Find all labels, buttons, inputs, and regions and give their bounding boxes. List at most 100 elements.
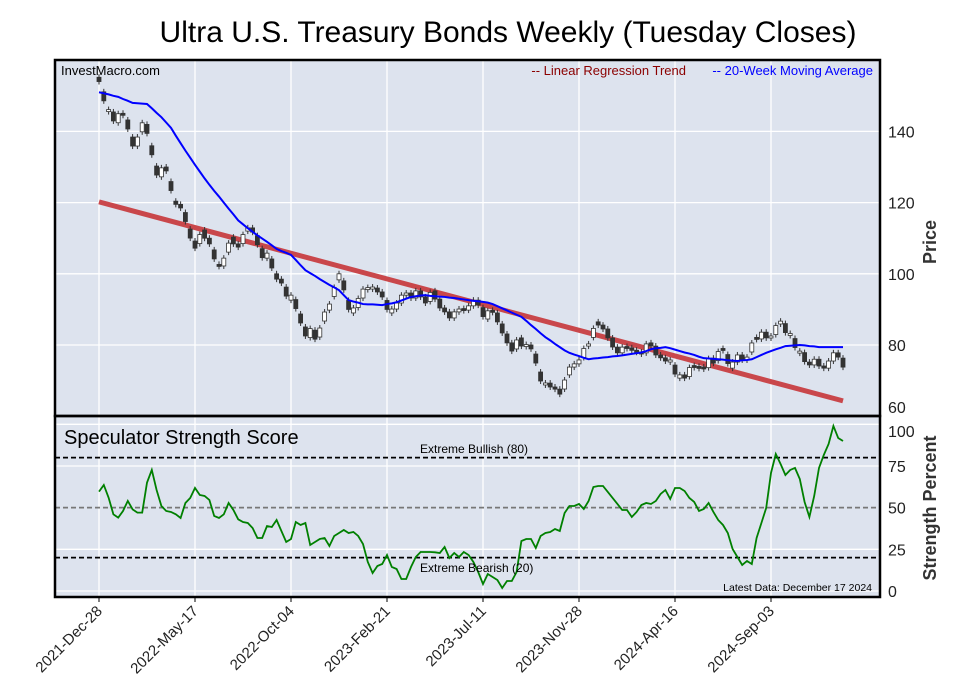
candle-body [634,349,639,353]
candle-body [269,258,275,269]
candle-body [797,350,803,354]
candle-body [394,302,400,310]
candle-body [341,280,347,291]
candle-body [475,299,481,306]
price-tick-label: 60 [888,400,906,417]
candle-body [111,111,116,122]
strength-tick-label: 100 [888,424,915,441]
candle-body [562,379,567,390]
candle-body [840,357,846,368]
candle-body [139,122,145,133]
candle-body [533,353,539,364]
candle-body [221,257,227,267]
candle-body [226,242,232,253]
candle-body [749,342,755,353]
candle-body [317,327,323,338]
x-tick-label: 2023-Feb-21 [321,603,394,676]
strength-y-ticks: 0 25 50 75 100 [888,424,915,601]
candle-body [173,200,179,205]
legend-trend: -- Linear Regression Trend [531,63,686,78]
candle-body [466,305,472,311]
candle-body [624,346,630,349]
candle-body [413,290,419,299]
candle-body [442,307,448,313]
candle-body [374,287,380,293]
candle-body [365,287,371,290]
candle-body [821,365,827,369]
candle-body [178,203,184,209]
candle-body [687,367,692,377]
candle-body [298,313,304,324]
price-marks [96,74,846,404]
moving-average-line [98,91,843,363]
candle-body [408,292,414,299]
candle-body [509,342,515,352]
candle-body [600,324,606,330]
candle-body [519,337,524,347]
candle-body [149,145,155,156]
candle-body [831,352,836,362]
strength-panel-border [53,414,882,599]
candle-body [725,354,731,364]
candle-body [288,294,294,301]
candle-body [499,323,505,334]
x-ticks: 2021-Dec-28 2022-May-17 2022-Oct-04 2023-Fe… [32,597,778,677]
candle-body [504,333,510,344]
label-extreme-bullish: Extreme Bullish (80) [420,442,528,456]
candle-body [202,229,208,239]
chart-title: Ultra U.S. Treasury Bonds Weekly (Tuesda… [160,16,857,49]
price-axis-label: Price [920,220,940,264]
candle-body [115,113,121,124]
candle-body [682,374,687,379]
candle-body [264,252,270,259]
candle-body [528,344,534,350]
strength-tick-label: 50 [888,501,906,518]
legend-ma: -- 20-Week Moving Average [712,63,873,78]
candle-body [696,366,702,369]
candle-body [653,345,659,356]
candle-body [586,343,591,347]
candle-body [701,366,707,370]
candle-body [134,136,140,147]
candle-body [120,112,126,116]
candle-body [389,308,395,314]
strength-title: Speculator Strength Score [64,427,299,449]
candle-body [187,228,193,239]
candle-body [663,357,668,362]
strength-score-line [98,423,844,590]
candle-body [370,286,376,290]
candle-body [312,329,318,340]
candle-body [490,309,496,313]
candle-body [192,240,198,249]
candle-body [326,303,332,311]
candle-body [706,358,711,369]
candle-body [197,234,203,244]
candle-body [158,167,164,178]
candle-body [547,382,553,388]
candle-body [154,165,160,176]
price-panel-background [55,60,880,416]
candle-body [571,363,577,368]
strength-marks [55,423,880,590]
candle-body [557,388,563,395]
x-tick-label: 2023-Nov-28 [512,603,585,676]
candle-body [336,273,342,281]
candle-body [235,243,241,248]
candle-body [730,361,735,369]
strength-axis-label: Strength Percent [920,435,940,580]
candle-body [792,338,798,348]
candle-body [591,327,596,338]
candle-body [283,286,289,297]
candle-body [619,346,625,354]
candle-body [735,354,740,363]
candle-body [576,359,582,365]
candle-body [605,328,611,339]
candle-body [643,343,649,354]
latest-data-annotation: Latest Data: December 17 2024 [723,582,872,594]
candle-body [672,364,678,375]
candle-body [216,264,222,267]
candle-body [302,326,308,337]
candle-body [307,328,313,338]
candle-body [773,325,779,335]
